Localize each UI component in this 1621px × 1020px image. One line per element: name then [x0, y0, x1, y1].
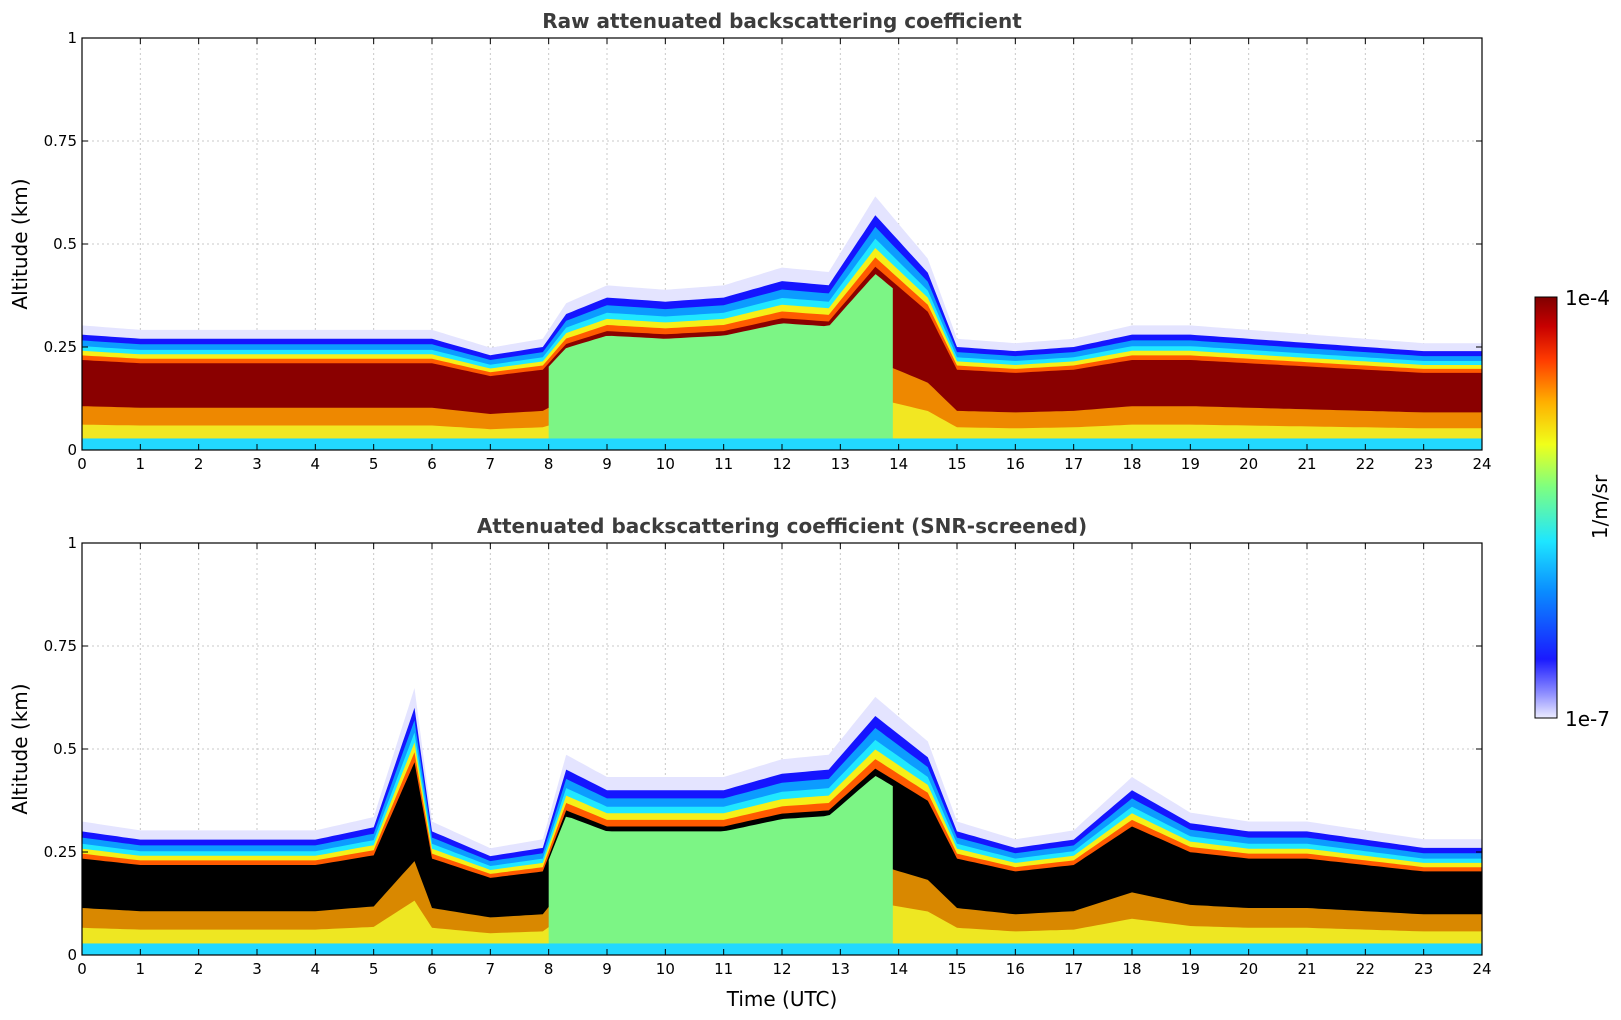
- panel-screened-title: Attenuated backscattering coefficient (S…: [477, 514, 1087, 538]
- x-tick-label: 10: [656, 960, 675, 978]
- colorbar-min-label: 1e-7: [1565, 707, 1610, 731]
- panel-screened-y-label: Altitude (km): [8, 683, 32, 814]
- panel-raw-x-ticks: 0 1 2 3 4 5 6 7 8 9 10 11 12 13 14 15 16 17 18 19 20 21 22 23 24: [77, 38, 1492, 473]
- x-tick-label: 18: [1122, 455, 1141, 473]
- panel-screened-x-label: Time (UTC): [726, 987, 838, 1011]
- x-tick-label: 12: [772, 455, 791, 473]
- x-tick-label: 8: [544, 455, 554, 473]
- x-tick-label: 24: [1472, 455, 1491, 473]
- colorbar-gradient: [1534, 296, 1558, 719]
- x-tick-label: 23: [1414, 455, 1433, 473]
- y-tick-label: 0: [67, 946, 77, 964]
- panel-raw-title: Raw attenuated backscattering coefficien…: [542, 9, 1022, 33]
- x-tick-label: 5: [369, 455, 379, 473]
- panel-screened-y-ticks: 0 0.25 0.5 0.75 1: [44, 534, 1482, 964]
- y-tick-label: 0.5: [53, 740, 77, 758]
- panel-raw-y-ticks: 0 0.25 0.5 0.75 1: [44, 29, 1482, 459]
- x-tick-label: 20: [1239, 455, 1258, 473]
- daytime-mixing-region: [548, 274, 893, 450]
- x-tick-label: 3: [252, 960, 262, 978]
- x-tick-label: 12: [772, 960, 791, 978]
- x-tick-label: 23: [1414, 960, 1433, 978]
- x-tick-label: 17: [1064, 960, 1083, 978]
- y-tick-label: 0: [67, 441, 77, 459]
- x-tick-label: 18: [1122, 960, 1141, 978]
- x-tick-label: 8: [544, 960, 554, 978]
- x-tick-label: 13: [831, 960, 850, 978]
- x-tick-label: 1: [136, 455, 146, 473]
- x-tick-label: 7: [486, 960, 496, 978]
- panel-raw: Raw attenuated backscattering coefficien…: [8, 9, 1492, 473]
- x-tick-label: 4: [311, 455, 321, 473]
- x-tick-label: 6: [427, 960, 437, 978]
- y-tick-label: 0.75: [44, 637, 77, 655]
- colorbar-max-label: 1e-4: [1565, 286, 1610, 310]
- y-tick-label: 0.5: [53, 235, 77, 253]
- panel-screened-x-ticks: 0 1 2 3 4 5 6 7 8 9 10 11 12 13 14 15 16 17 18 19 20 21 22 23 24: [77, 543, 1492, 978]
- panel-screened-backscatter-field: [82, 688, 1482, 955]
- colorbar-unit-label: 1/m/sr: [1588, 474, 1612, 539]
- x-tick-label: 2: [194, 455, 204, 473]
- x-tick-label: 6: [427, 455, 437, 473]
- x-tick-label: 1: [136, 960, 146, 978]
- x-tick-label: 15: [947, 455, 966, 473]
- panel-raw-y-label: Altitude (km): [8, 178, 32, 309]
- y-tick-label: 1: [67, 534, 77, 552]
- x-tick-label: 21: [1297, 960, 1316, 978]
- x-tick-label: 22: [1356, 455, 1375, 473]
- x-tick-label: 13: [831, 455, 850, 473]
- x-tick-label: 19: [1181, 960, 1200, 978]
- x-tick-label: 14: [889, 455, 908, 473]
- x-tick-label: 7: [486, 455, 496, 473]
- x-tick-label: 11: [714, 455, 733, 473]
- panel-screened: Attenuated backscattering coefficient (S…: [8, 514, 1492, 1011]
- y-tick-label: 0.25: [44, 843, 77, 861]
- x-tick-label: 9: [602, 960, 612, 978]
- x-tick-label: 14: [889, 960, 908, 978]
- x-tick-label: 0: [77, 455, 87, 473]
- y-tick-label: 0.75: [44, 132, 77, 150]
- x-tick-label: 5: [369, 960, 379, 978]
- x-tick-label: 21: [1297, 455, 1316, 473]
- x-tick-label: 19: [1181, 455, 1200, 473]
- colorbar: 1e-4 1e-7 1/m/sr: [1534, 286, 1612, 731]
- x-tick-label: 0: [77, 960, 87, 978]
- x-tick-label: 17: [1064, 455, 1083, 473]
- y-tick-label: 1: [67, 29, 77, 47]
- x-tick-label: 24: [1472, 960, 1491, 978]
- y-tick-label: 0.25: [44, 338, 77, 356]
- daytime-mixing-region: [548, 776, 893, 955]
- x-tick-label: 16: [1006, 455, 1025, 473]
- x-tick-label: 22: [1356, 960, 1375, 978]
- x-tick-label: 11: [714, 960, 733, 978]
- x-tick-label: 15: [947, 960, 966, 978]
- x-tick-label: 3: [252, 455, 262, 473]
- x-tick-label: 2: [194, 960, 204, 978]
- x-tick-label: 9: [602, 455, 612, 473]
- x-tick-label: 16: [1006, 960, 1025, 978]
- x-tick-label: 4: [311, 960, 321, 978]
- x-tick-label: 20: [1239, 960, 1258, 978]
- x-tick-label: 10: [656, 455, 675, 473]
